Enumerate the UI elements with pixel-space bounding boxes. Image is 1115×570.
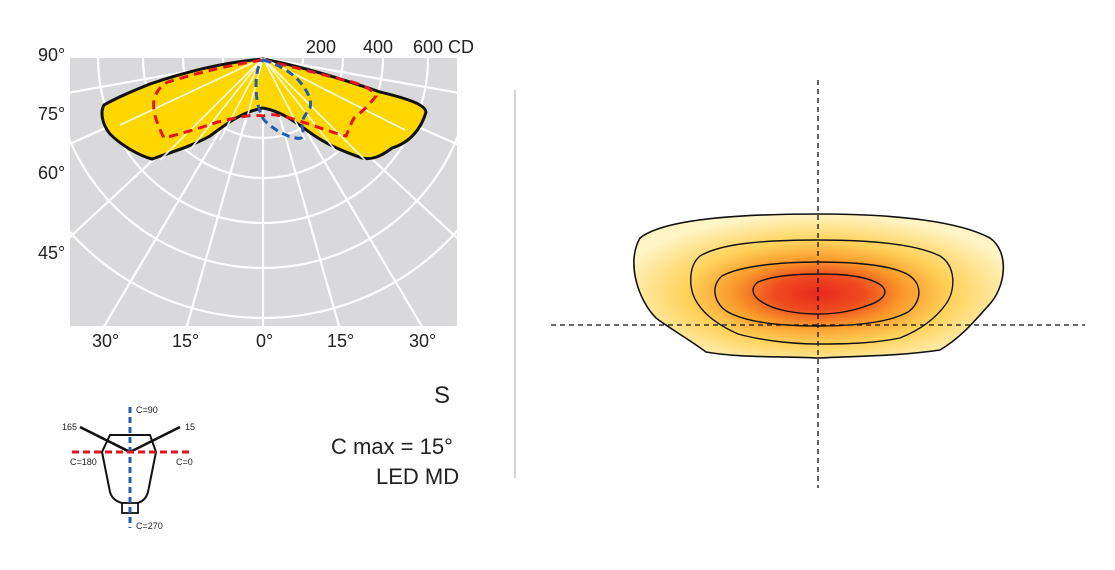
angle-label-75: 75°: [38, 104, 66, 124]
intensity-label-600: 600 CD: [413, 37, 475, 57]
source-label: LED MD: [376, 464, 460, 489]
isolux-diagram: [551, 80, 1085, 488]
legend-label-165: 165: [62, 422, 78, 432]
legend-label-15: 15: [185, 422, 196, 432]
legend-label-c0: C=0: [176, 457, 193, 467]
angle-label-bottom-0: 0°: [256, 331, 274, 351]
legend-label-c90: C=90: [136, 405, 158, 415]
intensity-label-400: 400: [363, 37, 394, 57]
angle-label-bottom-right-30: 30°: [409, 331, 437, 351]
angle-label-bottom-left-30: 30°: [92, 331, 120, 351]
isolux-contour-2: [690, 239, 954, 345]
isolux-contour-4: [752, 273, 886, 315]
legend-label-c270: C=270: [136, 521, 163, 531]
angle-label-90: 90°: [38, 45, 66, 65]
angle-label-bottom-left-15: 15°: [172, 331, 200, 351]
symbol-label: S: [434, 382, 451, 409]
isolux-outer: [633, 213, 1005, 359]
luminaire-icon: [72, 407, 190, 528]
angle-label-60: 60°: [38, 163, 66, 183]
intensity-curve-fill: [100, 57, 428, 161]
legend-label-c180: C=180: [70, 457, 97, 467]
c0-c180-curve: [152, 58, 378, 140]
angle-label-45: 45°: [38, 243, 66, 263]
intensity-label-200: 200: [306, 37, 337, 57]
c90-c270-curve: [254, 58, 312, 140]
angle-label-bottom-right-15: 15°: [327, 331, 355, 351]
cmax-label: C max = 15°: [331, 434, 453, 459]
